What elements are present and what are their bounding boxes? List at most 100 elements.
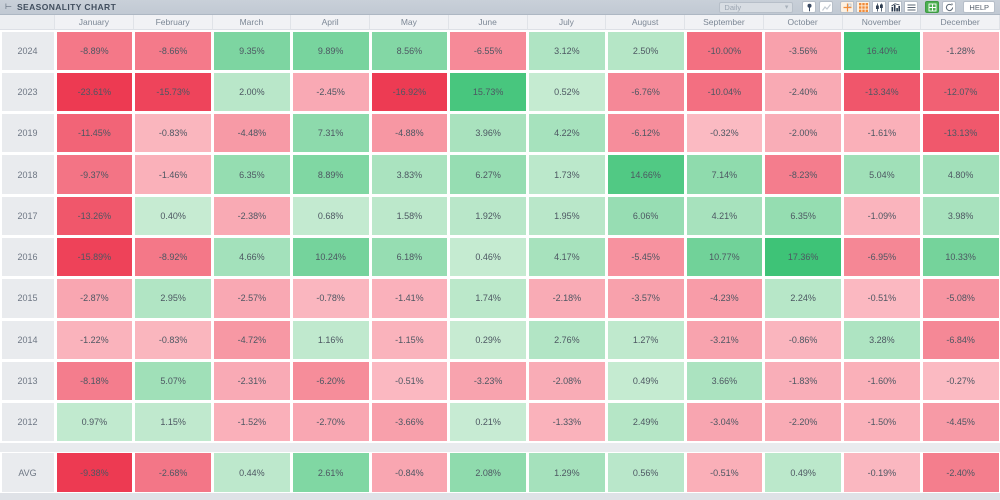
heatmap-cell: -4.72% [214,320,290,359]
help-button[interactable]: HELP [963,1,995,13]
month-header: September [685,15,764,30]
row-label: 2023 [1,72,54,112]
heatmap-cell: 1.58% [371,196,448,235]
heatmap-cell: -2.31% [214,361,290,401]
heatmap-cell: 6.35% [765,196,841,235]
year-row: 2012 0.97% 1.15% -1.52% -2.70% -3.66% 0.21% -1.… [0,402,1000,443]
row-label: 2014 [1,320,54,359]
row-label: 2012 [1,403,54,442]
year-row: 2013 -8.18% 5.07% -2.31% -6.20% -0.51% -3.23% -… [0,360,1000,401]
heatmap-cell: -13.13% [922,114,999,153]
heatmap-cell: -10.00% [686,31,763,70]
export-excel-button[interactable] [925,1,940,13]
heatmap-cell: -11.45% [56,114,133,153]
month-header: January [55,15,134,30]
heatmap-cell: -4.23% [686,279,763,318]
heatmap-cell: -1.61% [844,114,920,153]
heatmap-cell: -9.38% [56,453,133,492]
heatmap-cell: 1.92% [450,196,526,235]
heatmap-cell: -0.27% [922,361,999,401]
heatmap-cell: 9.89% [292,31,369,70]
heatmap-cell: -1.46% [135,155,211,194]
heatmap-cell: -1.60% [844,361,920,401]
heatmap-cell: -6.84% [922,320,999,359]
heatmap-cell: -6.95% [844,237,920,277]
trend-line-icon [821,3,831,12]
heatmap-cell: 0.52% [529,72,605,112]
heatmap-cell: 0.49% [607,361,684,401]
heatmap-cell: 2.61% [292,453,369,492]
row-label: 2013 [1,361,54,401]
heatmap-cell: 6.27% [450,155,526,194]
heatmap-cell: 8.56% [371,31,448,70]
candlestick-chart-button[interactable] [872,1,887,13]
heatmap-cell: -0.19% [844,453,920,492]
heatmap-cell: 17.36% [765,237,841,277]
heatmap-cell: -1.33% [529,403,605,442]
heatmap-cell: 7.31% [292,114,369,153]
heatmap-cell: -0.83% [135,114,211,153]
heatmap-cell: -3.56% [765,31,841,70]
crosshair-chart-button[interactable] [840,1,855,13]
avg-row: AVG -9.38% -2.68% 0.44% 2.61% -0.84% 2.08% 1.29… [0,452,1000,493]
heatmap-cell: 3.66% [686,361,763,401]
row-label: 2017 [1,196,54,235]
heatmap-cell: -2.68% [135,453,211,492]
heatmap-cell: -0.84% [371,453,448,492]
heatmap-cell: -5.08% [922,279,999,318]
month-header: October [763,15,843,30]
collapse-panel-icon[interactable]: ⊢ [5,2,12,11]
heatmap-cell: -0.51% [844,279,920,318]
heatmap-cell: -2.40% [765,72,841,112]
row-label: AVG [1,453,54,492]
heatmap-cell: 3.98% [922,196,999,235]
bottom-filler [0,493,1000,500]
export-excel-icon [928,3,937,12]
heatmap-grid: 2024 -8.89% -8.66% 9.35% 9.89% 8.56% -6.55% 3.1… [0,30,1000,443]
heatmap-cell: -2.08% [529,361,605,401]
month-header: July [527,15,607,30]
heatmap-cell: -2.18% [529,279,605,318]
bar-chart-icon [891,2,900,12]
heatmap-cell: 4.17% [529,237,605,277]
month-header: December [921,15,1000,30]
heatmap-cell: 1.29% [529,453,605,492]
pin-button[interactable] [802,1,817,13]
heatmap-cell: 4.80% [922,155,999,194]
heatmap-cell: -1.09% [844,196,920,235]
heatmap-cell: 15.73% [450,72,526,112]
timeframe-select[interactable]: Daily ▾ [719,1,794,13]
list-view-button[interactable] [904,1,919,13]
heatmap-cell: 2.76% [529,320,605,359]
heatmap-cell: -6.12% [607,114,684,153]
heatmap-cell: -6.20% [292,361,369,401]
heatmap-cell: -13.34% [844,72,920,112]
titlebar: ⊢ SEASONALITY CHART Daily ▾ [0,0,1000,15]
heatmap-cell: 14.66% [607,155,684,194]
timeframe-value: Daily [724,2,742,12]
row-label: 2016 [1,237,54,277]
heatmap-cell: -8.89% [56,31,133,70]
heatmap-cell: -1.52% [214,403,290,442]
year-row: 2016 -15.89% -8.92% 4.66% 10.24% 6.18% 0.46% 4.… [0,236,1000,277]
refresh-button[interactable] [942,1,957,13]
heatmap-cell: -15.73% [135,72,211,112]
heatmap-cell: 3.96% [450,114,526,153]
heatmap-cell: -13.26% [56,196,133,235]
heatmap-cell: -0.51% [686,453,763,492]
month-header: February [133,15,213,30]
bar-chart-button[interactable] [888,1,903,13]
trend-line-button[interactable] [819,1,834,13]
heatmap-cell: -1.83% [765,361,841,401]
heatmap-cell: 4.21% [686,196,763,235]
heatmap-cell: -2.57% [214,279,290,318]
heatmap-cell: 0.56% [607,453,684,492]
row-label: 2018 [1,155,54,194]
heatmap-cell: 7.14% [686,155,763,194]
row-label: 2024 [1,31,54,70]
heatmap-cell: -1.15% [371,320,448,359]
heatmap-cell: 1.74% [450,279,526,318]
heatmap-grid-button[interactable] [856,1,871,13]
crosshair-chart-icon [843,3,852,12]
